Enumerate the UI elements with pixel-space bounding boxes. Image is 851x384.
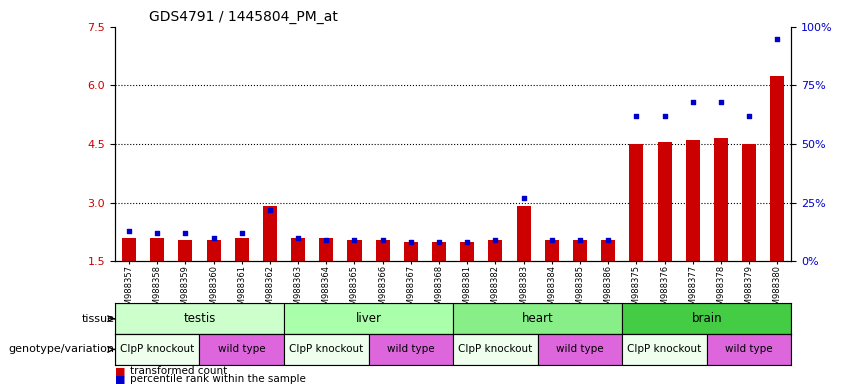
Point: [151, 230, 164, 236]
Point: [545, 237, 558, 243]
Text: heart: heart: [522, 312, 554, 325]
Point: [488, 237, 502, 243]
Text: percentile rank within the sample: percentile rank within the sample: [130, 374, 306, 384]
Bar: [517, 207, 531, 261]
Bar: [115, 303, 284, 334]
Text: ■: ■: [115, 374, 129, 384]
Bar: [622, 334, 707, 365]
Text: ■: ■: [115, 366, 129, 376]
Point: [432, 239, 446, 245]
Point: [235, 230, 248, 236]
Point: [630, 113, 643, 119]
Text: GDS4791 / 1445804_PM_at: GDS4791 / 1445804_PM_at: [149, 10, 338, 25]
Point: [404, 239, 418, 245]
Bar: [122, 238, 136, 261]
Bar: [770, 76, 785, 261]
Point: [376, 237, 390, 243]
Bar: [453, 303, 622, 334]
Point: [263, 207, 277, 213]
Bar: [319, 238, 334, 261]
Bar: [179, 240, 192, 261]
Point: [348, 237, 362, 243]
Text: ClpP knockout: ClpP knockout: [459, 344, 533, 354]
Bar: [538, 334, 622, 365]
Text: ClpP knockout: ClpP knockout: [289, 344, 363, 354]
Bar: [235, 238, 248, 261]
Bar: [432, 242, 446, 261]
Point: [742, 113, 756, 119]
Text: tissue: tissue: [82, 314, 114, 324]
Text: genotype/variation: genotype/variation: [9, 344, 114, 354]
Point: [179, 230, 192, 236]
Bar: [150, 238, 164, 261]
Bar: [714, 138, 728, 261]
Bar: [545, 240, 559, 261]
Point: [658, 113, 671, 119]
Bar: [375, 240, 390, 261]
Point: [207, 235, 220, 241]
Point: [517, 195, 530, 201]
Bar: [199, 334, 284, 365]
Bar: [460, 242, 474, 261]
Bar: [368, 334, 453, 365]
Point: [686, 99, 700, 105]
Bar: [658, 142, 671, 261]
Bar: [207, 240, 220, 261]
Bar: [630, 144, 643, 261]
Point: [770, 36, 784, 42]
Point: [574, 237, 587, 243]
Bar: [573, 240, 587, 261]
Bar: [291, 238, 306, 261]
Text: liver: liver: [356, 312, 381, 325]
Bar: [115, 334, 199, 365]
Point: [291, 235, 305, 241]
Point: [319, 237, 333, 243]
Bar: [347, 240, 362, 261]
Bar: [284, 334, 368, 365]
Point: [460, 239, 474, 245]
Text: ClpP knockout: ClpP knockout: [627, 344, 702, 354]
Bar: [263, 207, 277, 261]
Text: testis: testis: [183, 312, 215, 325]
Bar: [707, 334, 791, 365]
Text: wild type: wild type: [387, 344, 435, 354]
Bar: [686, 140, 700, 261]
Text: brain: brain: [692, 312, 722, 325]
Bar: [404, 242, 418, 261]
Text: wild type: wild type: [725, 344, 773, 354]
Text: ClpP knockout: ClpP knockout: [120, 344, 194, 354]
Bar: [601, 240, 615, 261]
Bar: [742, 144, 757, 261]
Text: wild type: wild type: [218, 344, 266, 354]
Bar: [453, 334, 538, 365]
Text: wild type: wild type: [557, 344, 604, 354]
Point: [602, 237, 615, 243]
Text: transformed count: transformed count: [130, 366, 227, 376]
Bar: [284, 303, 453, 334]
Point: [714, 99, 728, 105]
Bar: [622, 303, 791, 334]
Point: [123, 228, 136, 234]
Bar: [488, 240, 502, 261]
